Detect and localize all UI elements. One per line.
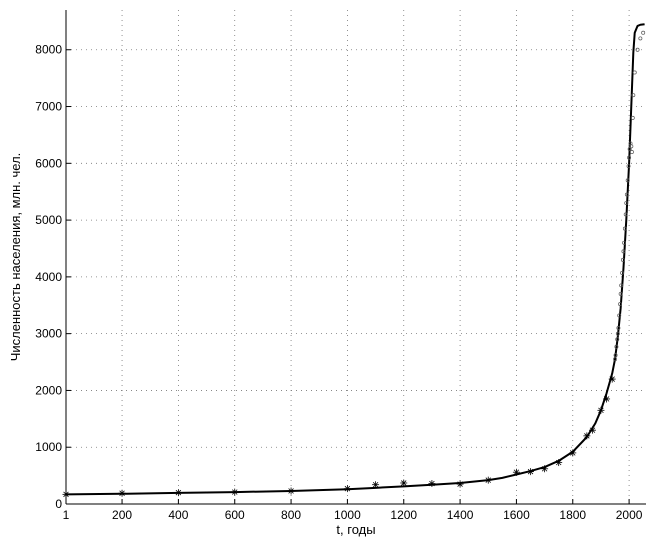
data-series <box>62 23 646 498</box>
star-marker <box>569 449 577 457</box>
y-tick-label: 7000 <box>35 100 62 114</box>
star-marker <box>541 465 549 473</box>
grid-lines <box>66 10 646 504</box>
circle-marker <box>620 257 625 262</box>
circle-marker <box>615 337 620 342</box>
y-tick-label: 5000 <box>35 213 62 227</box>
x-tick-label: 1 <box>63 508 70 522</box>
circle-marker <box>624 201 629 206</box>
circle-marker <box>641 30 646 35</box>
y-tick-label: 4000 <box>35 270 62 284</box>
y-tick-label: 6000 <box>35 156 62 170</box>
circle-marker <box>631 93 636 98</box>
circle-marker <box>619 283 624 288</box>
x-tick-label: 600 <box>225 508 245 522</box>
circle-marker <box>621 249 626 254</box>
circle-marker <box>627 147 632 152</box>
x-tick-label: 2000 <box>616 508 643 522</box>
circle-marker <box>623 212 628 217</box>
star-marker <box>118 489 126 497</box>
x-tick-label: 400 <box>168 508 188 522</box>
star-marker <box>400 479 408 487</box>
star-marker <box>603 395 611 403</box>
x-tick-label: 1800 <box>559 508 586 522</box>
y-tick-label: 8000 <box>35 43 62 57</box>
x-tick-label: 200 <box>112 508 132 522</box>
circle-marker <box>620 270 625 275</box>
star-marker <box>287 487 295 495</box>
y-axis-label: Численность населения, млн. чел. <box>8 153 23 362</box>
x-tick-label: 1400 <box>447 508 474 522</box>
star-marker <box>484 476 492 484</box>
x-tick-label: 800 <box>281 508 301 522</box>
circle-marker <box>618 302 623 307</box>
circle-marker <box>629 144 634 149</box>
circle-marker <box>613 353 618 358</box>
circle-marker <box>626 164 631 169</box>
star-marker <box>372 481 380 489</box>
star-marker <box>456 480 464 488</box>
star-marker <box>428 480 436 488</box>
tick-labels: 1 200 400 600 800 1000 1200 1400 1600 1800 2000010… <box>35 43 642 522</box>
circle-marker <box>625 178 630 183</box>
star-marker <box>174 489 182 497</box>
x-axis-label: t, годы <box>336 522 375 537</box>
circle-marker <box>613 357 617 362</box>
circle-marker <box>615 331 620 336</box>
star-marker <box>597 406 605 414</box>
circle-marker <box>618 291 623 296</box>
circle-marker <box>627 155 632 160</box>
star-marker <box>512 468 520 476</box>
star-marker <box>527 468 535 476</box>
circle-marker <box>629 150 634 154</box>
circle-marker <box>630 115 635 120</box>
circle-marker <box>622 226 627 231</box>
star-marker <box>608 375 616 383</box>
x-tick-label: 1000 <box>334 508 361 522</box>
circle-marker <box>622 240 626 245</box>
star-marker <box>555 459 563 467</box>
axes <box>65 10 646 505</box>
circle-marker <box>614 344 619 349</box>
circle-marker <box>624 192 629 197</box>
circle-marker <box>635 47 640 52</box>
y-tick-label: 3000 <box>35 327 62 341</box>
star-marker <box>583 432 591 440</box>
circle-marker <box>616 326 621 330</box>
circle-marker <box>617 313 622 318</box>
y-tick-label: 1000 <box>35 440 62 454</box>
y-tick-label: 0 <box>55 497 62 511</box>
star-marker <box>231 488 239 496</box>
star-marker <box>343 485 351 493</box>
circle-marker <box>638 36 643 41</box>
y-tick-label: 2000 <box>35 383 62 397</box>
series-line <box>65 23 645 496</box>
circle-marker <box>632 70 637 75</box>
star-marker <box>588 426 596 434</box>
x-tick-label: 1200 <box>390 508 417 522</box>
x-tick-label: 1600 <box>503 508 530 522</box>
